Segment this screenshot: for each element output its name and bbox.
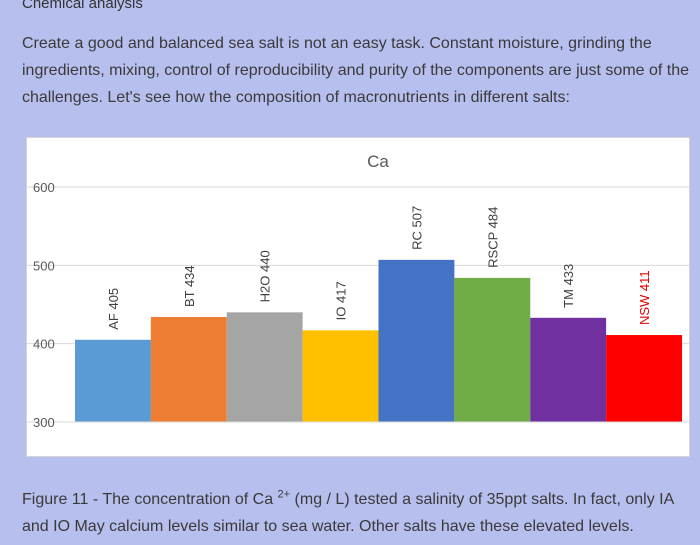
intro-paragraph: Create a good and balanced sea salt is n… xyxy=(22,35,690,106)
bar-rscp-484 xyxy=(454,277,531,422)
ca-bar-chart: 300 400 500 600 Ca AF 405 BT 434 H2O 440 IO 417 R… xyxy=(26,137,690,457)
section-heading: Chemical analysis xyxy=(22,0,143,12)
bar-tm-433 xyxy=(530,317,607,422)
bar-label-rscp-484: RSCP 484 xyxy=(485,207,500,268)
y-tick-label-300: 300 xyxy=(33,415,55,430)
bar-label-rc-507: RC 507 xyxy=(409,206,424,250)
bar-bt-434 xyxy=(150,317,227,422)
bar-rc-507 xyxy=(378,259,455,422)
bar-h2o-440 xyxy=(226,312,303,422)
bar-io-417 xyxy=(302,330,379,422)
bar-af-405 xyxy=(75,339,151,422)
chart-title: Ca xyxy=(367,152,389,171)
chart-svg: 300 400 500 600 Ca AF 405 BT 434 H2O 440 IO 417 R… xyxy=(27,152,689,430)
bar-label-h2o-440: H2O 440 xyxy=(258,250,273,302)
caption-prefix: Figure 11 - The concentration of Ca xyxy=(22,491,278,508)
caption-superscript: 2+ xyxy=(277,488,291,501)
y-tick-label-600: 600 xyxy=(33,180,55,195)
bar-label-af-405: AF 405 xyxy=(106,288,121,330)
caption-suffix: (mg / L) tested a salinity of 35ppt salt… xyxy=(22,491,674,535)
bar-label-io-417: IO 417 xyxy=(334,281,349,320)
bar-label-nsw-411: NSW 411 xyxy=(637,270,652,325)
y-tick-label-500: 500 xyxy=(33,258,55,273)
bar-label-bt-434: BT 434 xyxy=(182,265,197,307)
y-tick-label-400: 400 xyxy=(33,337,55,352)
bar-nsw-411 xyxy=(606,335,682,422)
figure-caption: Figure 11 - The concentration of Ca 2+ (… xyxy=(22,486,692,540)
bar-label-tm-433: TM 433 xyxy=(561,264,576,308)
